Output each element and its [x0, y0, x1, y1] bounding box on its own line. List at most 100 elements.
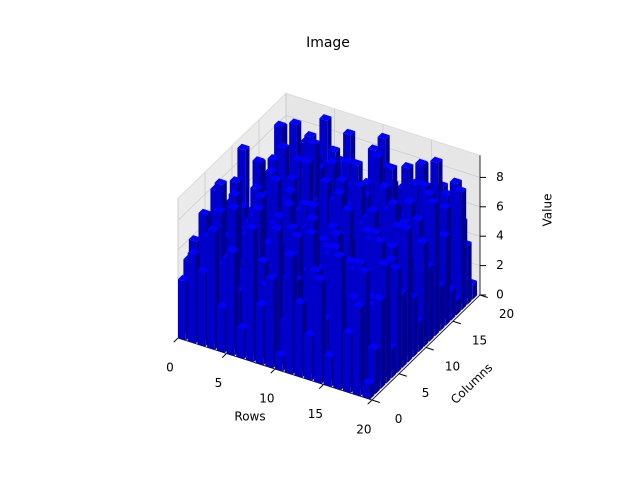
- bar-face: [187, 252, 196, 344]
- bar-face: [226, 250, 235, 356]
- bar-face: [274, 120, 287, 128]
- y-tick-label: 20: [499, 307, 514, 321]
- bar-face: [389, 263, 402, 271]
- x-tick-label: 10: [259, 391, 274, 405]
- bar-face: [294, 301, 303, 378]
- grid-line: [177, 114, 481, 221]
- bar: [294, 297, 307, 378]
- bar-face: [418, 318, 423, 353]
- z-axis-label: Value: [541, 194, 555, 227]
- bar-face: [375, 345, 380, 395]
- bar-face: [412, 214, 425, 221]
- bar-face: [187, 248, 200, 256]
- bar-face: [265, 277, 274, 369]
- bar-face: [226, 246, 239, 254]
- bar-face: [256, 256, 269, 264]
- bar-face: [207, 229, 215, 350]
- bar-face: [369, 227, 382, 235]
- bar-face: [326, 221, 339, 229]
- bar-face: [403, 197, 416, 205]
- bar-face: [283, 186, 296, 194]
- bar-face: [467, 241, 472, 305]
- x-tick: [173, 337, 179, 343]
- bar-face: [415, 158, 428, 166]
- bar: [454, 185, 467, 311]
- bar-face: [451, 287, 456, 321]
- y-tick: [371, 399, 380, 403]
- y-tick-label: 5: [422, 386, 430, 400]
- bar-face: [330, 229, 343, 236]
- bar-face: [401, 162, 414, 169]
- bar-face: [398, 217, 411, 225]
- bar-face: [269, 175, 282, 182]
- bar-face: [352, 301, 365, 309]
- bar-face: [362, 382, 371, 400]
- bar-face: [422, 189, 435, 196]
- x-axis-label: Rows: [234, 410, 265, 424]
- bar-face: [348, 293, 361, 300]
- bar-face: [333, 188, 346, 196]
- z-tick-label: 0: [496, 288, 504, 302]
- bar-face: [277, 142, 290, 150]
- bar-face: [373, 294, 386, 301]
- bar-face: [367, 144, 380, 152]
- bar-face: [275, 354, 283, 372]
- bar-face: [252, 156, 265, 163]
- bar-face: [294, 297, 307, 305]
- bar-face: [265, 273, 278, 281]
- bar-face: [400, 223, 413, 231]
- bar: [362, 378, 375, 400]
- bar-face: [267, 154, 280, 161]
- bar-face: [360, 303, 365, 397]
- bar-face: [391, 344, 396, 379]
- bar-face: [333, 251, 346, 258]
- bar-face: [272, 211, 285, 219]
- bar-face: [335, 175, 348, 183]
- bar: [265, 273, 278, 369]
- bar-face: [449, 177, 462, 185]
- bar-face: [437, 231, 450, 238]
- bar-face: [178, 279, 186, 341]
- bar-face: [245, 227, 254, 363]
- x-tick: [367, 399, 373, 405]
- bar-face: [255, 299, 268, 307]
- bar-face: [323, 355, 332, 387]
- bar-face: [213, 206, 226, 214]
- bar-face: [305, 228, 318, 235]
- bar-face: [361, 225, 374, 233]
- x-tick-label: 0: [166, 360, 174, 374]
- bar-face: [270, 224, 283, 231]
- z-tick-label: 6: [496, 199, 504, 213]
- bar-face: [319, 176, 332, 184]
- bar-face: [397, 266, 402, 374]
- bar-face: [301, 157, 314, 164]
- bar-face: [353, 180, 366, 188]
- bar-face: [197, 266, 210, 274]
- x-tick: [270, 368, 276, 374]
- bar-face: [216, 302, 229, 309]
- bar-face: [387, 198, 400, 206]
- bar-face: [291, 231, 304, 239]
- bar-face: [229, 176, 242, 183]
- bar-face: [439, 202, 452, 210]
- bar-face: [341, 205, 354, 212]
- bar-face: [309, 265, 322, 273]
- bar-face: [378, 259, 391, 267]
- bar-face: [407, 226, 413, 363]
- y-tick-label: 0: [395, 412, 403, 426]
- bar-face: [250, 183, 263, 191]
- bar-face: [236, 323, 249, 330]
- bar-face: [380, 296, 386, 389]
- bar-face: [286, 223, 299, 230]
- bar-face: [472, 280, 477, 300]
- x-tick-label: 5: [215, 376, 223, 390]
- bar-face: [342, 157, 355, 164]
- bar-face: [385, 255, 398, 262]
- chart-title: Image: [306, 35, 350, 51]
- bar-face: [454, 190, 462, 311]
- bar-face: [304, 330, 317, 337]
- bar-face: [333, 255, 341, 391]
- bar-face: [440, 189, 453, 196]
- bar-face: [207, 225, 220, 233]
